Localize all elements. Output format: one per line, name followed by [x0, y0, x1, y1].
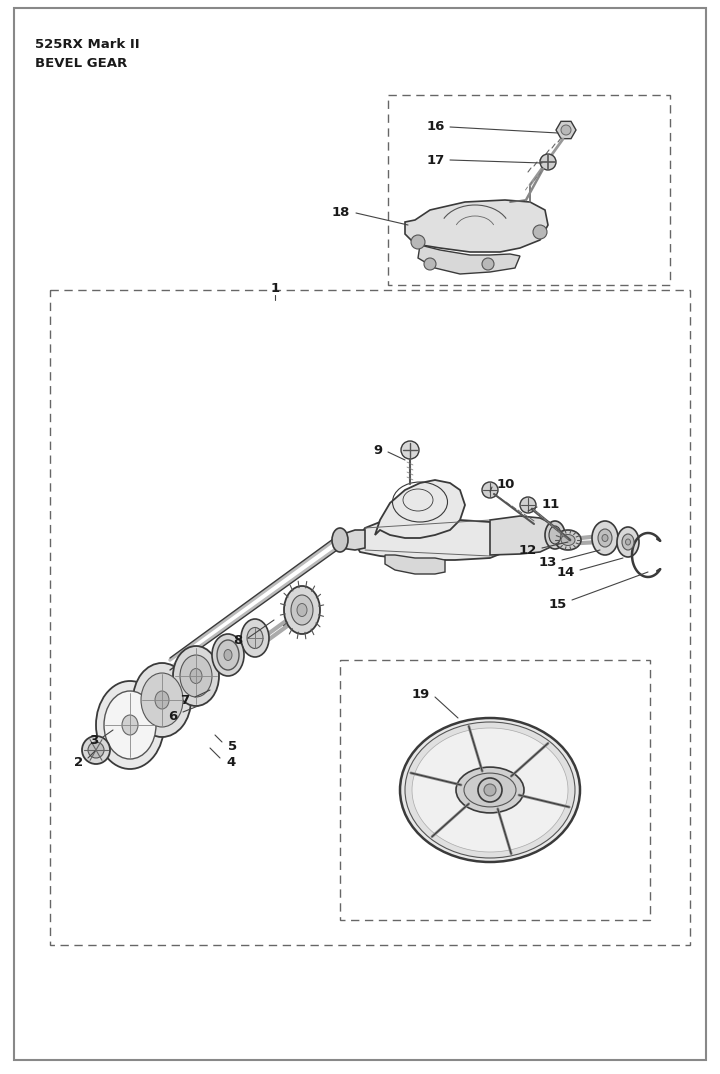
- Ellipse shape: [217, 640, 239, 670]
- Polygon shape: [435, 804, 510, 852]
- Ellipse shape: [549, 526, 561, 545]
- Text: 11: 11: [542, 498, 560, 511]
- Text: 14: 14: [557, 566, 575, 579]
- Polygon shape: [405, 200, 548, 252]
- Ellipse shape: [122, 715, 138, 735]
- Circle shape: [424, 258, 436, 270]
- Ellipse shape: [400, 719, 580, 862]
- Ellipse shape: [224, 650, 232, 661]
- Circle shape: [478, 778, 502, 802]
- Text: 10: 10: [497, 478, 516, 491]
- Polygon shape: [513, 746, 568, 807]
- Ellipse shape: [602, 535, 608, 541]
- Ellipse shape: [133, 663, 191, 737]
- Ellipse shape: [297, 604, 307, 616]
- Text: 5: 5: [228, 740, 237, 753]
- Text: 9: 9: [374, 444, 383, 456]
- Text: 12: 12: [518, 543, 537, 556]
- Ellipse shape: [617, 527, 639, 557]
- Text: 18: 18: [332, 206, 350, 219]
- Ellipse shape: [545, 521, 565, 549]
- Ellipse shape: [626, 539, 631, 545]
- Ellipse shape: [284, 586, 320, 634]
- Bar: [50, 290, 690, 945]
- Bar: [388, 95, 670, 285]
- Ellipse shape: [190, 668, 202, 683]
- Text: 6: 6: [168, 710, 177, 723]
- Ellipse shape: [173, 645, 219, 706]
- Text: 16: 16: [427, 120, 445, 133]
- Polygon shape: [340, 529, 365, 550]
- Text: BEVEL GEAR: BEVEL GEAR: [35, 57, 127, 70]
- Circle shape: [484, 784, 496, 796]
- Polygon shape: [490, 516, 555, 555]
- Polygon shape: [375, 480, 465, 538]
- Text: 13: 13: [539, 555, 557, 568]
- Ellipse shape: [332, 528, 348, 552]
- Circle shape: [482, 482, 498, 498]
- Text: 19: 19: [412, 688, 430, 701]
- Ellipse shape: [155, 691, 169, 709]
- Ellipse shape: [104, 691, 156, 759]
- Circle shape: [482, 258, 494, 270]
- Ellipse shape: [456, 767, 524, 813]
- Circle shape: [561, 125, 571, 135]
- Ellipse shape: [241, 619, 269, 657]
- Circle shape: [82, 736, 110, 764]
- Polygon shape: [355, 518, 520, 560]
- Circle shape: [540, 154, 556, 170]
- Polygon shape: [412, 774, 467, 833]
- Ellipse shape: [405, 722, 575, 858]
- Ellipse shape: [291, 595, 313, 625]
- Ellipse shape: [212, 634, 244, 676]
- Circle shape: [533, 224, 547, 240]
- Polygon shape: [385, 555, 445, 574]
- Polygon shape: [498, 796, 565, 850]
- Ellipse shape: [555, 529, 581, 550]
- Text: 8: 8: [233, 635, 242, 648]
- Text: 2: 2: [74, 755, 83, 769]
- Polygon shape: [415, 730, 482, 785]
- Text: 1: 1: [271, 282, 279, 295]
- Ellipse shape: [592, 521, 618, 555]
- Circle shape: [88, 742, 104, 758]
- Ellipse shape: [622, 534, 634, 550]
- Text: 4: 4: [226, 755, 235, 769]
- Ellipse shape: [247, 627, 263, 649]
- Ellipse shape: [464, 773, 516, 807]
- Circle shape: [520, 497, 536, 513]
- Text: 3: 3: [89, 735, 98, 748]
- Ellipse shape: [96, 681, 164, 769]
- Bar: [340, 661, 650, 920]
- Text: 17: 17: [427, 154, 445, 166]
- Ellipse shape: [180, 655, 212, 697]
- Polygon shape: [470, 728, 545, 775]
- Text: 7: 7: [180, 695, 189, 708]
- Polygon shape: [556, 121, 576, 139]
- Ellipse shape: [598, 529, 612, 547]
- Polygon shape: [418, 245, 520, 274]
- Text: 525RX Mark II: 525RX Mark II: [35, 38, 140, 50]
- Ellipse shape: [561, 535, 575, 546]
- Circle shape: [401, 441, 419, 459]
- Ellipse shape: [141, 673, 183, 727]
- Circle shape: [411, 235, 425, 249]
- Text: 15: 15: [549, 597, 567, 610]
